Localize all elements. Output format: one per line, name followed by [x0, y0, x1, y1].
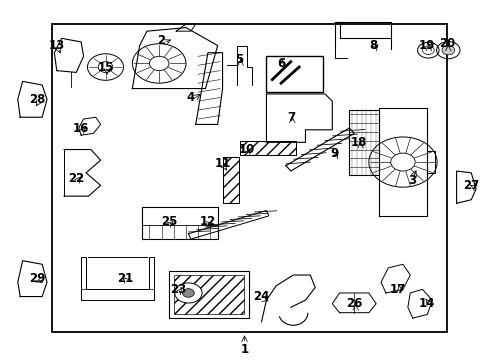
Text: 27: 27 [462, 179, 478, 192]
Text: 1: 1 [240, 343, 248, 356]
Text: 18: 18 [350, 136, 366, 149]
Text: 22: 22 [68, 172, 84, 185]
Circle shape [441, 45, 454, 55]
Text: 3: 3 [408, 174, 416, 186]
Text: 13: 13 [48, 39, 65, 52]
Text: 25: 25 [161, 215, 177, 228]
Text: 14: 14 [418, 297, 435, 310]
Text: 28: 28 [29, 93, 45, 106]
Text: 15: 15 [97, 60, 114, 73]
Text: 11: 11 [214, 157, 230, 170]
Text: 19: 19 [418, 39, 435, 52]
Text: 9: 9 [330, 147, 338, 159]
Circle shape [390, 153, 414, 171]
Circle shape [174, 283, 202, 303]
Text: 24: 24 [253, 290, 269, 303]
Text: 29: 29 [29, 272, 45, 285]
Text: 23: 23 [170, 283, 186, 296]
Text: 20: 20 [438, 37, 454, 50]
Text: 16: 16 [73, 122, 89, 135]
Text: 10: 10 [238, 143, 255, 156]
Text: 5: 5 [235, 53, 243, 66]
Text: 21: 21 [117, 272, 133, 285]
Text: 26: 26 [346, 297, 362, 310]
Text: 17: 17 [389, 283, 406, 296]
Circle shape [98, 62, 113, 72]
Text: 4: 4 [186, 91, 195, 104]
Text: 7: 7 [286, 111, 294, 124]
Text: 2: 2 [157, 33, 165, 47]
Text: 8: 8 [369, 39, 377, 52]
Text: 6: 6 [276, 57, 285, 70]
Circle shape [182, 289, 194, 297]
Bar [266, 56, 322, 92]
Circle shape [149, 56, 168, 71]
Text: 12: 12 [200, 215, 216, 228]
